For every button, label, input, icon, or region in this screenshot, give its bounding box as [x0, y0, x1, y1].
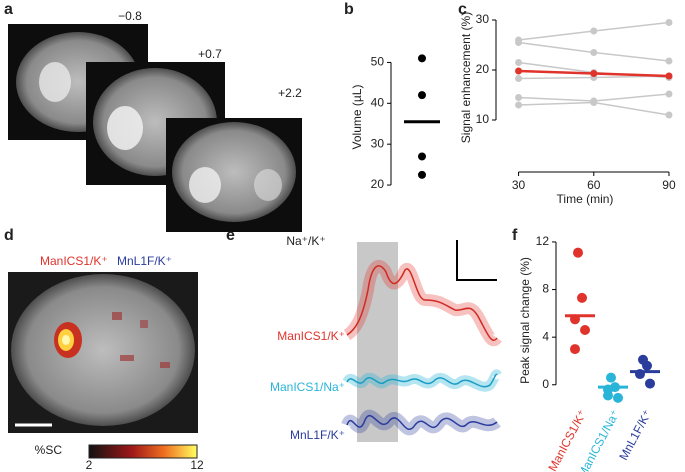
data-point [577, 292, 587, 303]
data-point [418, 91, 426, 100]
data-point [603, 390, 613, 401]
y-tick-label: 12 [536, 234, 550, 248]
panel-label: f [512, 227, 518, 244]
series-point [515, 67, 523, 75]
series-point [515, 75, 523, 82]
x-axis-label: Time (min) [557, 192, 614, 206]
y-tick-label: 10 [476, 112, 490, 126]
y-axis-label: Peak signal change (%) [518, 257, 532, 384]
data-point [645, 378, 655, 389]
data-point [418, 152, 426, 161]
trace-label: ManICS1/Na⁺ [270, 380, 345, 394]
series-point [590, 70, 598, 77]
scale-bar [456, 240, 497, 281]
data-point [418, 170, 426, 179]
mri-slices [8, 24, 302, 232]
legend-entry: MnL1F/K⁺ [117, 254, 172, 268]
x-tick-label: 60 [587, 178, 601, 192]
panel-label: b [344, 1, 354, 18]
slice-label: +0.7 [198, 47, 222, 61]
data-point [642, 360, 652, 371]
trace-title: Na⁺/K⁺ [286, 234, 325, 248]
trace-label: MnL1F/K⁺ [290, 428, 345, 442]
x-tick-label: 30 [512, 178, 526, 192]
stimulus-band [357, 242, 398, 442]
y-axis-label: Signal enhancement (%) [459, 12, 473, 143]
traces [341, 260, 502, 436]
series-point [665, 19, 673, 26]
y-tick-label: 20 [371, 177, 385, 191]
data-point [580, 325, 590, 336]
panel-label: d [4, 227, 14, 244]
y-tick-label: 30 [371, 136, 385, 150]
colorbar-tick: 12 [190, 458, 204, 472]
panel-label: a [4, 1, 13, 18]
data-point [606, 372, 616, 383]
slice-label: +2.2 [278, 86, 302, 100]
x-tick-label: MnL1F/K⁺ [616, 407, 654, 462]
y-tick-label: 40 [371, 95, 385, 109]
x-tick-label: 90 [662, 178, 676, 192]
y-tick-label: 4 [542, 329, 549, 343]
colorbar-label: %SC [35, 443, 63, 457]
legend-entry: ManICS1/K⁺ [40, 254, 108, 268]
data-point [573, 247, 583, 258]
colorbar [88, 444, 198, 459]
data-point [613, 392, 623, 403]
series-point [590, 27, 598, 35]
colorbar-tick: 2 [86, 458, 93, 472]
series-point [590, 99, 598, 106]
series-point [665, 57, 673, 65]
y-tick-label: 0 [542, 377, 549, 391]
data-point [570, 344, 580, 355]
series-point [590, 49, 598, 56]
series-point [665, 111, 673, 119]
series-point [515, 101, 523, 109]
y-axis-label: Volume (µL) [350, 85, 364, 150]
data-point [418, 54, 426, 63]
y-tick-label: 30 [476, 12, 490, 26]
y-tick-label: 50 [371, 55, 385, 69]
series-point [515, 59, 523, 66]
trace-label: ManICS1/K⁺ [277, 329, 345, 343]
panel-label: c [458, 1, 467, 18]
series-point [515, 39, 523, 46]
panel-label: e [226, 227, 235, 244]
slice-label: −0.8 [118, 9, 142, 23]
activation-map [8, 272, 198, 433]
series-point [515, 94, 523, 101]
series-point [665, 72, 673, 80]
y-tick-label: 8 [542, 282, 549, 296]
series-point [665, 90, 673, 98]
y-tick-label: 20 [476, 62, 490, 76]
